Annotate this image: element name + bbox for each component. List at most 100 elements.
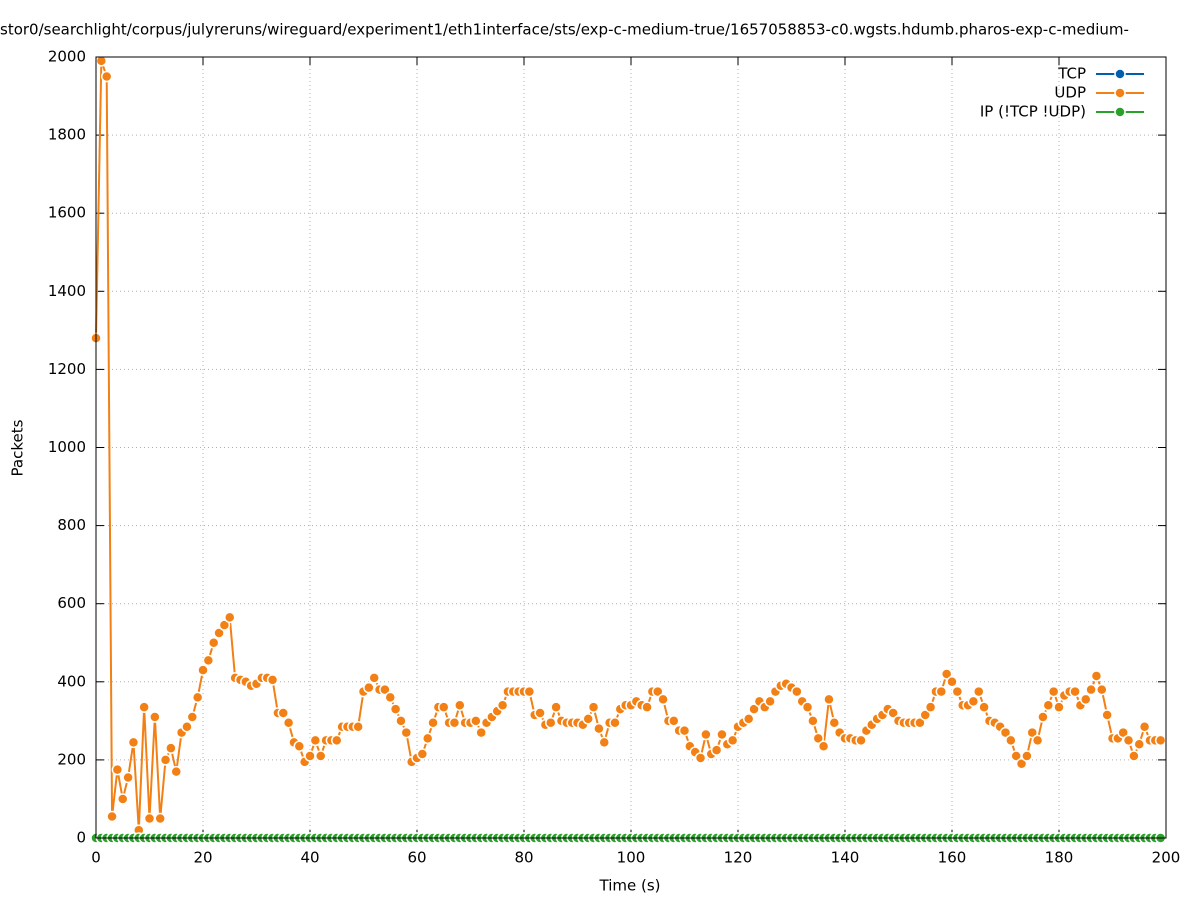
data-point bbox=[100, 70, 113, 83]
data-point bbox=[748, 703, 760, 715]
data-point bbox=[801, 701, 814, 713]
data-point bbox=[165, 742, 177, 754]
data-point bbox=[213, 627, 225, 639]
y-tick-label: 200 bbox=[57, 750, 86, 768]
x-tick-label: 80 bbox=[514, 849, 533, 867]
data-point bbox=[700, 728, 712, 741]
x-tick-label: 60 bbox=[407, 849, 426, 867]
data-point bbox=[1128, 750, 1140, 762]
data-point bbox=[1047, 685, 1060, 698]
data-point bbox=[973, 685, 985, 698]
data-point bbox=[641, 701, 653, 713]
data-point bbox=[1042, 699, 1055, 711]
legend-marker bbox=[1114, 106, 1126, 118]
data-point bbox=[1031, 734, 1044, 747]
data-point bbox=[1138, 720, 1151, 733]
y-axis-label: Packets bbox=[9, 419, 27, 476]
data-point bbox=[331, 734, 343, 747]
y-tick-label: 1400 bbox=[48, 282, 86, 300]
data-point bbox=[828, 717, 841, 729]
data-point bbox=[138, 701, 150, 713]
data-point bbox=[475, 726, 487, 739]
data-point bbox=[186, 711, 199, 723]
data-point bbox=[935, 685, 948, 698]
data-point bbox=[1026, 726, 1038, 739]
data-point bbox=[122, 771, 134, 784]
legend-marker bbox=[1114, 68, 1126, 80]
data-point bbox=[946, 676, 958, 688]
x-tick-label: 40 bbox=[300, 849, 319, 867]
data-point bbox=[149, 711, 161, 723]
data-point bbox=[277, 707, 289, 719]
legend-label: UDP bbox=[1054, 84, 1086, 102]
data-point bbox=[224, 611, 236, 624]
data-point bbox=[496, 699, 509, 711]
data-point bbox=[582, 713, 594, 725]
data-point bbox=[1085, 683, 1097, 696]
data-point bbox=[106, 810, 118, 823]
data-point bbox=[1005, 734, 1017, 747]
data-point bbox=[1096, 683, 1108, 696]
x-tick-label: 120 bbox=[724, 849, 753, 867]
data-point bbox=[726, 734, 739, 747]
data-point bbox=[1015, 758, 1028, 770]
data-point bbox=[978, 701, 990, 713]
data-point bbox=[154, 812, 166, 825]
plot-area bbox=[90, 55, 1167, 844]
data-point bbox=[1117, 726, 1129, 739]
x-tick-label: 0 bbox=[91, 849, 101, 867]
data-point bbox=[111, 763, 124, 776]
data-point bbox=[1133, 738, 1145, 751]
plot-border bbox=[95, 56, 1167, 839]
data-point bbox=[807, 715, 819, 727]
data-point bbox=[117, 793, 129, 805]
data-point bbox=[416, 748, 429, 760]
data-point bbox=[940, 668, 953, 680]
data-point bbox=[657, 693, 669, 706]
data-point bbox=[742, 713, 755, 725]
data-point bbox=[127, 736, 140, 749]
y-tick-label: 2000 bbox=[48, 48, 86, 66]
y-tick-label: 1200 bbox=[48, 360, 86, 378]
data-point bbox=[609, 717, 621, 729]
data-point bbox=[1101, 709, 1113, 721]
y-tick-label: 600 bbox=[57, 594, 86, 612]
data-point bbox=[159, 754, 172, 766]
x-tick-label: 200 bbox=[1152, 849, 1181, 867]
data-point bbox=[710, 744, 723, 756]
data-point bbox=[427, 717, 439, 729]
data-point bbox=[352, 720, 364, 733]
x-axis-label: Time (s) bbox=[599, 877, 661, 895]
data-point bbox=[1069, 685, 1081, 698]
data-point bbox=[1080, 693, 1092, 706]
legend-label: TCP bbox=[1057, 65, 1086, 83]
data-point bbox=[400, 726, 413, 739]
y-tick-label: 1000 bbox=[48, 438, 86, 456]
data-point bbox=[1090, 670, 1103, 682]
data-point bbox=[282, 717, 295, 729]
data-point bbox=[470, 715, 482, 727]
x-tick-label: 140 bbox=[831, 849, 860, 867]
data-point bbox=[587, 701, 600, 713]
data-point bbox=[1053, 701, 1065, 713]
y-tick-label: 0 bbox=[76, 829, 86, 847]
data-point bbox=[914, 717, 926, 729]
data-point bbox=[170, 765, 182, 778]
data-point bbox=[823, 693, 835, 706]
grid: 0 200 400 600 800 1000 1200 1400 1600 1800 2000 0 20… bbox=[48, 48, 1181, 867]
data-point bbox=[550, 701, 562, 713]
data-point bbox=[304, 750, 316, 762]
data-point bbox=[791, 685, 803, 698]
data-point bbox=[999, 726, 1012, 739]
x-tick-label: 20 bbox=[193, 849, 212, 867]
data-point bbox=[593, 722, 605, 735]
data-point bbox=[454, 699, 466, 711]
data-point bbox=[368, 672, 380, 684]
data-point bbox=[924, 701, 937, 713]
data-point bbox=[523, 685, 536, 698]
data-point bbox=[967, 695, 980, 708]
data-point bbox=[694, 752, 707, 764]
data-point bbox=[887, 707, 899, 719]
